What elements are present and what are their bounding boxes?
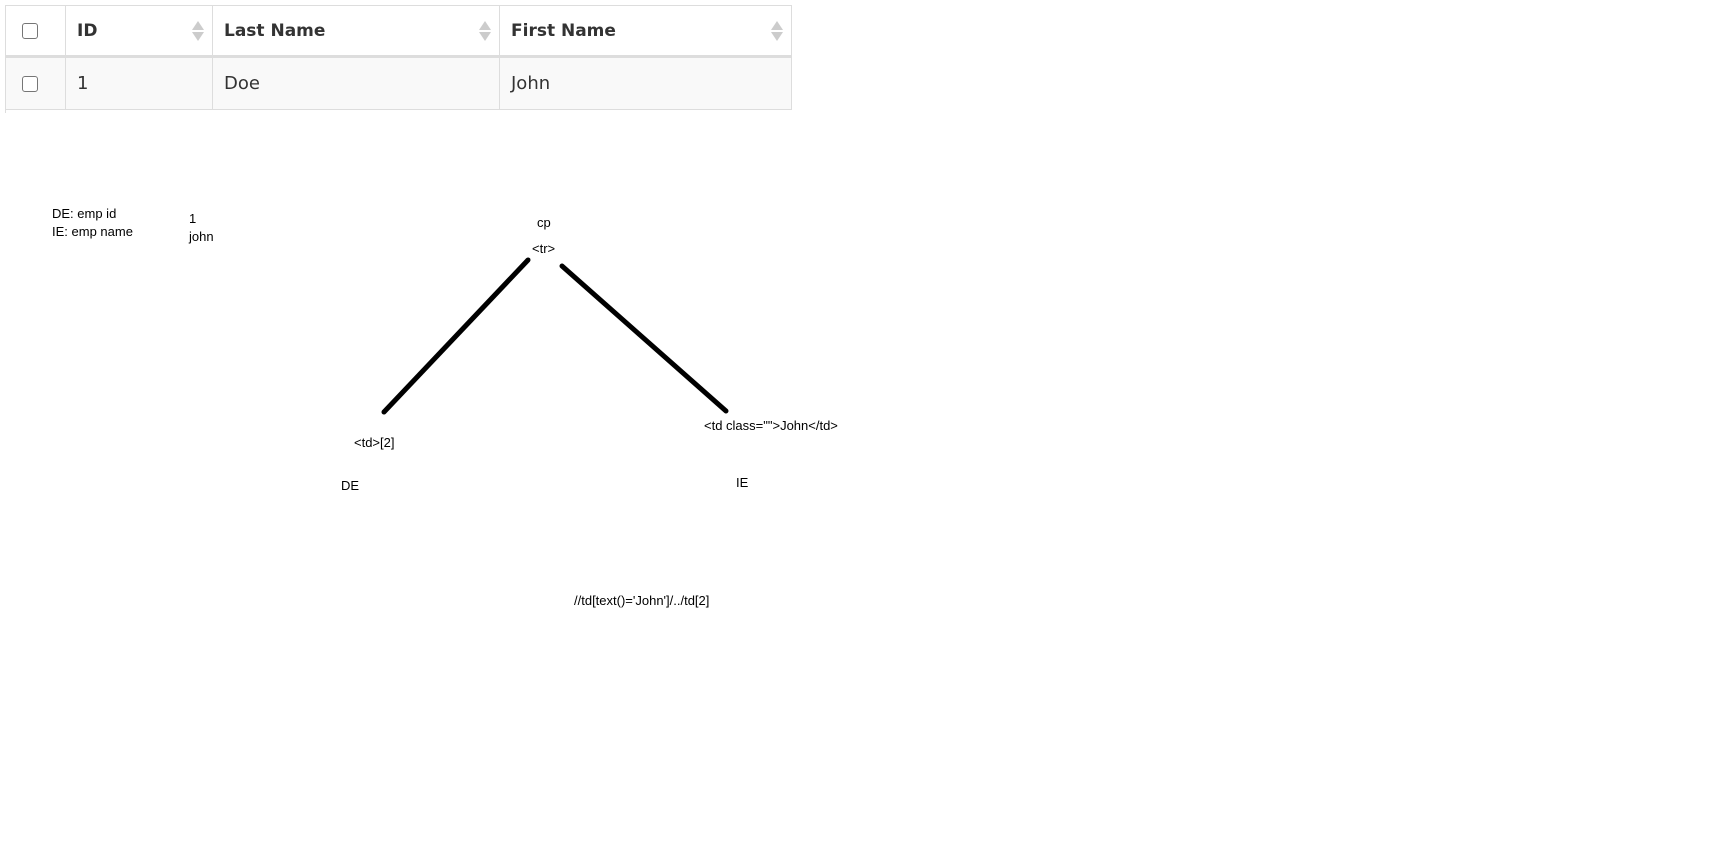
select-all-checkbox[interactable] [22, 22, 38, 39]
note-de: DE [341, 478, 360, 493]
note-value-id: 1 [189, 211, 197, 226]
cell-first-name: John [499, 56, 792, 110]
note-td-right: <td class="">John</td> [704, 418, 838, 433]
cell-id: 1 [65, 56, 213, 110]
column-header-id[interactable]: ID [65, 5, 213, 58]
column-header-id-label: ID [77, 20, 98, 41]
employee-table-container: ID Last Name First Name 1 [5, 5, 792, 113]
note-value-name: john [189, 229, 214, 244]
column-header-extra [791, 5, 792, 58]
column-header-first-name-label: First Name [511, 20, 616, 41]
column-header-first-name[interactable]: First Name [499, 5, 792, 58]
cell-last-name: Doe [212, 56, 500, 110]
note-xpath: //td[text()='John']/../td[2] [574, 593, 710, 608]
note-ie: IE [736, 475, 749, 490]
sort-icon[interactable] [192, 20, 204, 42]
table-header-row: ID Last Name First Name [6, 5, 792, 58]
table-row[interactable]: 1 Doe John [6, 56, 792, 110]
cell-extra [791, 56, 792, 110]
employee-table: ID Last Name First Name 1 [6, 5, 792, 110]
tree-branch-left [381, 257, 531, 415]
note-de-label: DE: emp id [52, 206, 117, 221]
note-ie-label: IE: emp name [52, 224, 133, 239]
row-checkbox[interactable] [22, 76, 38, 92]
sort-icon[interactable] [479, 20, 491, 42]
tree-branch-right [559, 263, 729, 414]
header-checkbox-cell [6, 5, 66, 58]
column-header-last-name[interactable]: Last Name [212, 5, 500, 58]
note-tr-tag: <tr> [532, 241, 556, 256]
column-header-last-name-label: Last Name [224, 20, 326, 41]
note-cp: cp [537, 215, 551, 230]
sort-icon[interactable] [771, 20, 783, 42]
row-checkbox-cell [6, 56, 66, 110]
note-td-left: <td>[2] [354, 435, 395, 450]
